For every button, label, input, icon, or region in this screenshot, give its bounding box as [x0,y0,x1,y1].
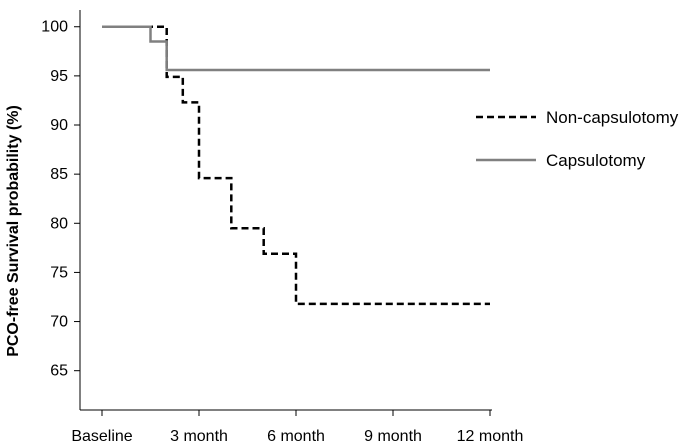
y-tick-label: 70 [50,314,68,331]
y-tick-label: 100 [41,19,68,36]
x-tick-label: 9 month [364,428,422,445]
legend-label: Capsulotomy [546,151,646,170]
x-tick-label: 3 month [170,428,228,445]
x-tick-label: 6 month [267,428,325,445]
x-tick-label: 12 month [457,428,524,445]
legend-label: Non-capsulotomy [546,108,679,127]
x-ticks: Baseline 3 month 6 month 9 month 12 month [71,410,523,445]
axes [79,10,492,411]
legend: Non-capsulotomy Capsulotomy [476,108,679,170]
y-tick-label: 85 [50,166,68,183]
y-tick-label: 80 [50,215,68,232]
y-tick-label: 65 [50,363,68,380]
y-tick-label: 90 [50,117,68,134]
y-ticks: 65 70 75 80 85 90 95 100 [41,19,80,380]
series-line-non-capsulotomy [102,25,490,306]
y-tick-label: 95 [50,68,68,85]
y-axis-title: PCO-free Survival probability (%) [5,105,22,357]
series-layer [102,25,490,306]
y-tick-label: 75 [50,264,68,281]
series-line-capsulotomy [102,25,490,72]
x-tick-label: Baseline [71,428,132,445]
